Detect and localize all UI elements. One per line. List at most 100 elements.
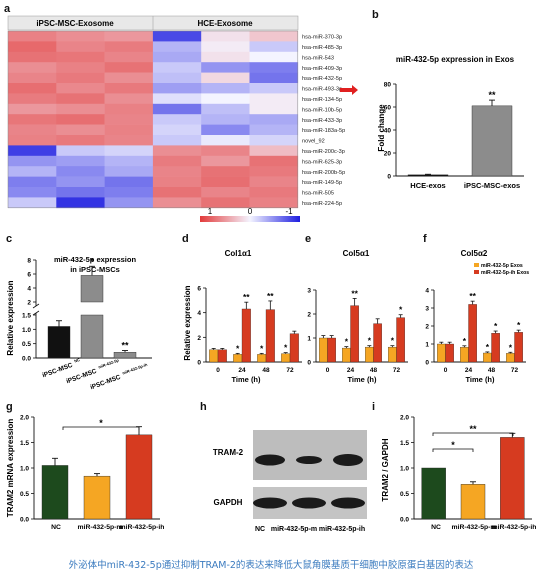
y-tick-label: 8 xyxy=(27,258,31,265)
blot-bands xyxy=(253,454,365,509)
bar xyxy=(41,465,69,520)
y-tick-label: 20 xyxy=(384,151,392,158)
y-tick-label: 6 xyxy=(27,272,31,279)
heatmap-cell xyxy=(249,62,299,73)
heatmap-cell xyxy=(249,145,299,157)
heatmap-cell xyxy=(249,31,299,42)
heatmap-cell xyxy=(56,83,105,94)
heatmap-cell xyxy=(56,187,105,198)
heatmap-cell xyxy=(8,114,57,125)
x-tick-label: 0 xyxy=(444,367,448,374)
heatmap-gene-label: hsa-miR-543 xyxy=(302,55,334,61)
heatmap-color-scale xyxy=(200,216,300,222)
x-tick-label: 72 xyxy=(511,367,519,374)
heatmap-cell xyxy=(152,93,202,105)
y-tick-label: 1.5 xyxy=(22,313,31,320)
heatmap-cell xyxy=(56,124,105,136)
bar xyxy=(281,353,291,363)
chart-f-title: Col5α2 xyxy=(461,249,488,258)
y-tick-label: 1.0 xyxy=(400,466,409,473)
panel-g-chart: TRAM2 mRNA expression 0.0 0.5 1.0 1.5 2.0 NC m… xyxy=(6,415,164,532)
bar xyxy=(217,349,227,363)
heatmap-cell xyxy=(8,166,57,177)
significance-marker: * xyxy=(90,256,94,266)
heatmap-cell xyxy=(104,155,154,167)
significance-marker: * xyxy=(345,337,349,347)
chart-g-ylabel: TRAM2 mRNA expression xyxy=(6,419,15,518)
significance-marker: * xyxy=(399,305,403,315)
bar xyxy=(233,354,243,363)
heatmap-gene-label: hsa-miR-370-3p xyxy=(302,35,342,41)
heatmap-cell xyxy=(104,145,154,157)
blot-lane-labels: NC miR-432-5p-m miR-432-5p-ih xyxy=(255,526,365,533)
legend-label-2: miR-432-5p-ih Exos xyxy=(481,270,529,276)
heatmap-cell xyxy=(201,31,250,42)
panel-letter-e: e xyxy=(305,233,311,245)
figure-caption: 外泌体中miR-432-5p通过抑制TRAM-2的表达来降低大鼠角膜基质干细胞中… xyxy=(68,560,474,571)
panel-h-western-blot: TRAM-2 GAPDH NC miR-432-5p-m miR-432-5p-… xyxy=(213,430,367,533)
chart-f-legend: miR-432-5p Exos miR-432-5p-ih Exos xyxy=(474,263,529,276)
blot-band-tram2 xyxy=(333,454,363,466)
x-tick-label: 48 xyxy=(488,367,496,374)
panel-f-chart: Col5α2 Time (h) miR-432-5p Exos miR-432-… xyxy=(425,249,529,384)
heatmap-border xyxy=(7,30,299,209)
heatmap-cell xyxy=(152,114,202,125)
bar xyxy=(365,346,374,363)
chart-c-plot: 0.00.51.01.52468iPSC-MSCNC*iPSC-MSCmiR-4… xyxy=(22,256,152,391)
x-tick-label: 0 xyxy=(326,367,330,374)
y-tick-label: 0.0 xyxy=(20,517,29,524)
heatmap-cell xyxy=(152,187,202,198)
heatmap-gene-label: hsa-miR-409-3p xyxy=(302,66,342,72)
panel-letter-d: d xyxy=(182,233,189,245)
bar xyxy=(83,475,111,520)
y-tick-label: 6 xyxy=(197,286,201,293)
panel-letter-h: h xyxy=(200,401,207,413)
heatmap-cell xyxy=(104,83,154,94)
chart-c-subtitle: in iPSC-MSCs xyxy=(70,265,120,274)
bar xyxy=(471,105,513,177)
heatmap-cell xyxy=(56,166,105,177)
heatmap-gene-label: hsa-miR-625-3p xyxy=(302,159,342,165)
heatmap-cell xyxy=(201,197,250,209)
bar xyxy=(350,305,359,363)
bar xyxy=(265,309,275,363)
y-tick-label: 1 xyxy=(307,336,311,343)
category-label-superscript: NC xyxy=(73,357,80,364)
heatmap-cell xyxy=(56,145,105,157)
y-tick-label: 2.0 xyxy=(400,415,409,422)
heatmap-cell xyxy=(8,41,57,53)
significance-marker: ** xyxy=(267,291,274,301)
y-tick-label: 0.0 xyxy=(22,356,31,363)
y-tick-label: 0 xyxy=(387,174,391,181)
bar xyxy=(388,346,397,363)
heatmap-group-label-1: iPSC-MSC-Exosome xyxy=(36,19,114,28)
heatmap-cell xyxy=(249,72,299,84)
x-tick-label: 72 xyxy=(393,367,401,374)
category-label: miR-432-5p-ih xyxy=(120,524,165,531)
category-label: NC xyxy=(431,524,441,531)
heatmap-cell xyxy=(8,124,57,136)
heatmap-cell xyxy=(104,51,154,63)
significance-marker: * xyxy=(486,342,490,352)
panel-a-heatmap: iPSC-MSC-Exosome HCE-Exosome hsa-miR-370… xyxy=(7,15,358,222)
heatmap-cell xyxy=(104,166,154,177)
heatmap-group-label-2: HCE-Exosome xyxy=(197,19,253,28)
heatmap-cell xyxy=(249,124,299,136)
bar xyxy=(445,343,454,363)
heatmap-cell xyxy=(249,176,299,188)
heatmap-cell xyxy=(152,72,202,84)
heatmap-cell xyxy=(152,103,202,115)
blot-band-gapdh xyxy=(331,497,365,509)
heatmap-cell xyxy=(56,176,105,188)
heatmap-cell xyxy=(152,51,202,63)
y-tick-label: 0.5 xyxy=(22,341,31,348)
heatmap-cell xyxy=(249,197,299,209)
y-tick-label: 1.5 xyxy=(400,440,409,447)
blot-band-gapdh xyxy=(253,497,287,509)
heatmap-gene-label: hsa-miR-200c-3p xyxy=(302,149,345,155)
bar xyxy=(319,337,328,363)
heatmap-cell xyxy=(152,145,202,157)
category-label: miR-432-5p-m xyxy=(78,524,123,531)
heatmap-cell xyxy=(152,166,202,177)
